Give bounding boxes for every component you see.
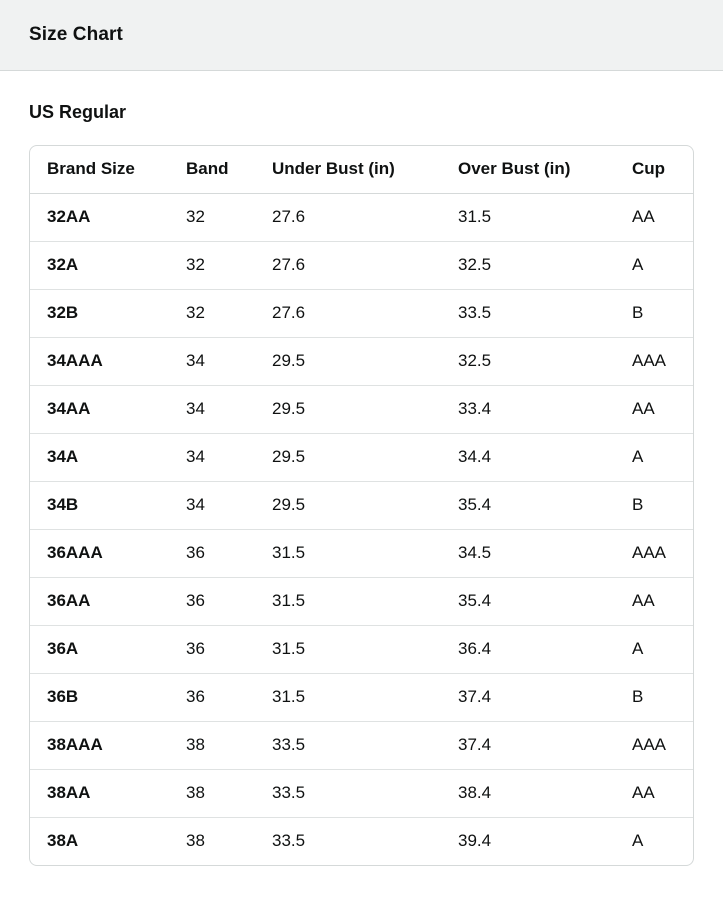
cell-under-bust: 31.5 (255, 624, 441, 673)
cell-brand-size: 32A (30, 240, 169, 289)
cell-band: 34 (169, 384, 255, 433)
cell-band: 36 (169, 576, 255, 625)
cell-brand-size: 34A (30, 432, 169, 481)
cell-under-bust: 31.5 (255, 576, 441, 625)
cell-brand-size: 32AA (47, 207, 91, 226)
section-title: US Regular (29, 102, 127, 122)
cell-over-bust: 37.4 (441, 672, 615, 721)
column-header-brand-size: Brand Size (30, 146, 169, 194)
cell-brand-size: 38AA (30, 768, 169, 817)
cell-cup: AAA (615, 720, 693, 769)
column-header-over-bust: Over Bust (in) (441, 146, 615, 194)
cell-band: 32 (169, 240, 255, 289)
cell-band: 38 (169, 816, 255, 865)
table-row: 36AAA 36 31.5 34.5 AAA (30, 528, 693, 577)
page-title: Size Chart (29, 24, 123, 45)
cell-cup: AAA (615, 336, 693, 385)
table-row: 38AAA 38 33.5 37.4 AAA (30, 720, 693, 769)
cell-under-bust: 33.5 (255, 816, 441, 865)
cell-brand-size: 34AA (30, 384, 169, 433)
column-header-band: Band (169, 146, 255, 194)
table-row: 34AA 34 29.5 33.4 AA (30, 384, 693, 433)
table-row: 38AA 38 33.5 38.4 AA (30, 768, 693, 817)
cell-brand-size: 38AAA (30, 720, 169, 769)
table-row: 32A 32 27.6 32.5 A (30, 240, 693, 289)
cell-over-bust: 34.5 (441, 528, 615, 577)
cell-under-bust: 31.5 (255, 528, 441, 577)
cell-over-bust: 32.5 (441, 240, 615, 289)
table-row: 36B 36 31.5 37.4 B (30, 672, 693, 721)
cell-band: 34 (169, 432, 255, 481)
table-row: 34A 34 29.5 34.4 A (30, 432, 693, 481)
cell-under-bust: 27.6 (272, 207, 306, 226)
cell-band: 38 (169, 720, 255, 769)
cell-band: 38 (169, 768, 255, 817)
column-header-cup: Cup (615, 146, 693, 194)
cell-brand-size: 36AAA (30, 528, 169, 577)
table-row: 32AA 32 27.6 31.5 AA (30, 193, 693, 241)
cell-under-bust: 29.5 (255, 480, 441, 529)
table-header-row: Brand Size Band Under Bust (in) Over Bus… (30, 146, 693, 194)
cell-cup: AAA (615, 528, 693, 577)
cell-under-bust: 27.6 (255, 288, 441, 337)
cell-brand-size: 34B (30, 480, 169, 529)
cell-under-bust: 33.5 (255, 768, 441, 817)
table-row: 36A 36 31.5 36.4 A (30, 624, 693, 673)
cell-over-bust: 32.5 (441, 336, 615, 385)
cell-band: 34 (169, 336, 255, 385)
table-row: 34B 34 29.5 35.4 B (30, 480, 693, 529)
cell-cup: A (615, 624, 693, 673)
cell-cup: AA (615, 768, 693, 817)
cell-over-bust: 36.4 (441, 624, 615, 673)
cell-cup: B (615, 672, 693, 721)
cell-brand-size: 38A (30, 816, 169, 865)
cell-band: 36 (169, 528, 255, 577)
table-row: 36AA 36 31.5 35.4 AA (30, 576, 693, 625)
cell-cup: B (615, 480, 693, 529)
cell-band: 32 (186, 207, 205, 226)
cell-cup: AA (632, 207, 655, 226)
cell-cup: B (615, 288, 693, 337)
cell-over-bust: 33.5 (441, 288, 615, 337)
cell-cup: AA (615, 576, 693, 625)
cell-cup: A (615, 240, 693, 289)
cell-band: 36 (169, 672, 255, 721)
size-chart-table: Brand Size Band Under Bust (in) Over Bus… (30, 146, 693, 865)
cell-under-bust: 31.5 (255, 672, 441, 721)
cell-over-bust: 37.4 (441, 720, 615, 769)
cell-under-bust: 27.6 (255, 240, 441, 289)
cell-over-bust: 35.4 (441, 576, 615, 625)
cell-over-bust: 38.4 (441, 768, 615, 817)
table-body: 32AA 32 27.6 31.5 AA 32A 32 27.6 32.5 A 32B 32 27.6 3… (30, 193, 693, 865)
cell-under-bust: 29.5 (255, 384, 441, 433)
column-header-under-bust: Under Bust (in) (255, 146, 441, 194)
size-chart-table-card: Brand Size Band Under Bust (in) Over Bus… (29, 145, 694, 866)
table-row: 34AAA 34 29.5 32.5 AAA (30, 336, 693, 385)
cell-under-bust: 29.5 (255, 336, 441, 385)
cell-under-bust: 29.5 (255, 432, 441, 481)
cell-over-bust: 39.4 (441, 816, 615, 865)
table-row: 32B 32 27.6 33.5 B (30, 288, 693, 337)
table-row: 38A 38 33.5 39.4 A (30, 816, 693, 865)
cell-over-bust: 35.4 (441, 480, 615, 529)
cell-brand-size: 36B (30, 672, 169, 721)
cell-brand-size: 32B (30, 288, 169, 337)
cell-brand-size: 34AAA (30, 336, 169, 385)
cell-cup: AA (615, 384, 693, 433)
cell-cup: A (615, 432, 693, 481)
size-chart-content: US Regular Brand Size Band Under Bust (i… (0, 102, 723, 890)
cell-over-bust: 31.5 (458, 207, 492, 226)
cell-band: 34 (169, 480, 255, 529)
cell-over-bust: 34.4 (441, 432, 615, 481)
modal-header: Size Chart (0, 0, 723, 71)
cell-band: 32 (169, 288, 255, 337)
cell-brand-size: 36AA (30, 576, 169, 625)
cell-under-bust: 33.5 (255, 720, 441, 769)
cell-over-bust: 33.4 (441, 384, 615, 433)
cell-band: 36 (169, 624, 255, 673)
cell-cup: A (615, 816, 693, 865)
cell-brand-size: 36A (30, 624, 169, 673)
